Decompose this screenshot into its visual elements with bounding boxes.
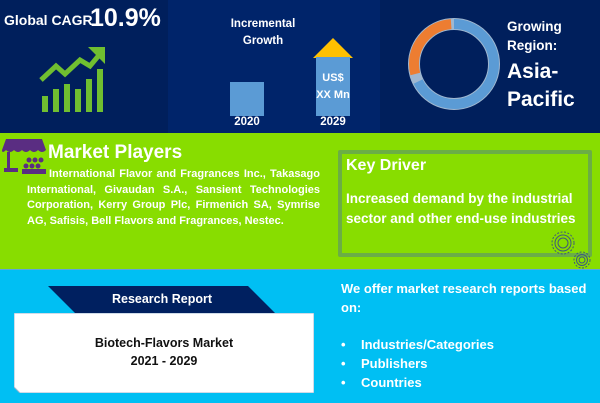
incremental-growth-title: Incremental Growth xyxy=(230,18,296,47)
offer-item: • Publishers xyxy=(341,354,494,373)
research-report-banner xyxy=(48,286,276,314)
region-label: Growing Region: xyxy=(507,17,562,55)
up-arrow-icon xyxy=(313,38,353,58)
key-driver-box xyxy=(338,150,592,257)
cagr-label: Global CAGR xyxy=(4,12,93,28)
research-report-card xyxy=(14,313,314,393)
region-label-line2: Region: xyxy=(507,38,558,53)
growth-chart-icon xyxy=(39,47,105,112)
year-label-2020: 2020 xyxy=(234,116,260,128)
bar-2020 xyxy=(230,82,264,116)
year-label-2029: 2029 xyxy=(320,116,346,128)
report-title: Biotech-Flavors Market 2021 - 2029 xyxy=(14,334,314,370)
cagr-value: 10.9% xyxy=(90,4,161,32)
bar-value-amount: XX Mn xyxy=(316,89,350,101)
region-value: Asia- Pacific xyxy=(507,58,575,114)
bullet-icon: • xyxy=(341,356,346,371)
offer-item: • Countries xyxy=(341,373,494,392)
bar-2029 xyxy=(316,57,350,116)
offer-item-label: Industries/Categories xyxy=(361,337,494,352)
offer-item-label: Countries xyxy=(361,375,422,390)
region-value-line1: Asia- xyxy=(507,60,559,83)
cagr-panel xyxy=(0,0,168,133)
research-report-label: Research Report xyxy=(111,292,213,306)
offer-item: • Industries/Categories xyxy=(341,335,494,354)
report-name: Biotech-Flavors Market xyxy=(94,336,234,350)
market-players-list: International Flavor and Fragrances Inc.… xyxy=(27,168,320,227)
region-label-line1: Growing xyxy=(507,19,562,34)
bullet-icon: • xyxy=(341,375,346,390)
gears-icon xyxy=(551,231,591,269)
market-players-title: Market Players xyxy=(48,142,183,163)
bullet-icon: • xyxy=(341,337,346,352)
report-period: 2021 - 2029 xyxy=(130,354,198,368)
bar-value-currency: US$ xyxy=(322,72,344,84)
market-stall-icon xyxy=(2,139,46,174)
key-driver-title: Key Driver xyxy=(346,157,427,174)
offer-list: • Industries/Categories • Publishers • Coun… xyxy=(341,335,494,392)
region-donut-icon xyxy=(408,18,500,110)
offer-intro: We offer market research reports based o… xyxy=(341,281,587,315)
bar-2029-value: US$ XX Mn xyxy=(313,70,353,104)
key-driver-text: Increased demand by the industrial secto… xyxy=(346,191,576,226)
region-value-line2: Pacific xyxy=(507,88,575,111)
offer-item-label: Publishers xyxy=(361,356,428,371)
